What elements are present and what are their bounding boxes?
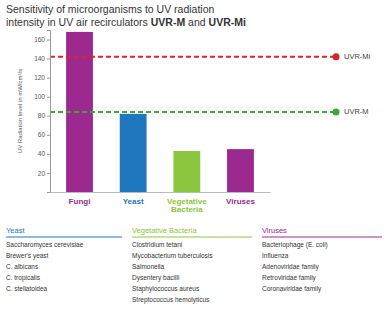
- y-tick-mark: [47, 154, 50, 155]
- x-tick-label: Viruses: [226, 197, 255, 206]
- y-tick: 80: [38, 112, 50, 119]
- y-tick-mark: [47, 135, 50, 136]
- reference-label: UVR-M: [344, 107, 369, 116]
- y-tick-mark: [47, 59, 50, 60]
- y-tick-mark: [47, 40, 50, 41]
- list-title: Vegetative Bacteria: [132, 226, 197, 235]
- bar: [227, 149, 254, 192]
- y-tick-label: 20: [38, 170, 46, 177]
- x-tick: Yeast: [123, 192, 144, 206]
- y-tick: 100: [34, 93, 50, 100]
- x-tick: Fungi: [69, 192, 91, 206]
- y-tick: 140: [34, 55, 50, 62]
- list-item: Bacteriophage (E. coli): [262, 241, 328, 249]
- x-axis-line: [51, 192, 271, 193]
- list-item: Salmonella: [132, 263, 165, 270]
- list: Vegetative Bacteria Clostridium tetani Myc…: [132, 226, 252, 304]
- list-item: Saccharomyces cerevisiae: [6, 241, 84, 249]
- x-tick-label: VegetativeBacteria: [167, 197, 207, 215]
- title: intensity in UV air recirculators UVR-M …: [6, 16, 246, 28]
- list-rule: [132, 237, 252, 238]
- y-tick: 20: [38, 170, 50, 177]
- reference-marker: [333, 108, 340, 115]
- reference-line-group: [50, 53, 340, 115]
- list-item: C. albicans: [6, 263, 39, 270]
- lists: Yeast Saccharomyces cerevisiae Brewer's ye…: [6, 226, 382, 304]
- y-tick-label: 100: [34, 93, 45, 100]
- title: Sensitivity of microorganisms to UV radi…: [6, 3, 215, 15]
- y-tick: 160: [34, 36, 50, 43]
- list: Viruses Bacteriophage (E. coli) Influenza A…: [262, 226, 382, 293]
- y-tick-label: 40: [38, 150, 46, 157]
- reference-line: [50, 111, 335, 113]
- y-tick: 60: [38, 131, 50, 138]
- reference-label: UVR-Mi: [344, 52, 371, 61]
- list-rule: [6, 237, 122, 238]
- title-group: Sensitivity of microorganisms to UV radi…: [6, 3, 246, 28]
- chart: Sensitivity of microorganisms to UV radi…: [0, 0, 389, 323]
- list-item: Influenza: [262, 252, 289, 259]
- y-axis-title: UV Radiation level in mW/cm²/s: [17, 69, 23, 153]
- y-tick-label: 60: [38, 131, 46, 138]
- list-item: C. tropicalis: [6, 274, 41, 282]
- x-tick-label: Yeast: [123, 197, 144, 206]
- reference-line: [50, 56, 335, 58]
- list: Yeast Saccharomyces cerevisiae Brewer's ye…: [6, 226, 122, 292]
- list-item: Coronaviridae family: [262, 285, 322, 293]
- y-tick-mark: [47, 173, 50, 174]
- list-item: C. stellatoidea: [6, 285, 48, 292]
- list-item: Adenoviridae family: [262, 263, 319, 271]
- list-item: Dysentery bacilli: [132, 274, 179, 282]
- x-tick: VegetativeBacteria: [167, 192, 207, 214]
- list-item: Mycobacterium tuberculosis: [132, 252, 213, 260]
- list-item: Streptococcus hemolyticus: [132, 296, 210, 304]
- list-item: Retroviridae family: [262, 274, 317, 282]
- y-tick-mark: [47, 97, 50, 98]
- y-axis-line: [47, 31, 51, 193]
- y-tick: 40: [38, 150, 50, 157]
- x-tick-label: Fungi: [69, 197, 91, 206]
- list-title: Viruses: [262, 226, 287, 235]
- x-axis: Fungi Yeast VegetativeBacteria Viruses: [51, 192, 271, 214]
- y-tick-label: 120: [34, 74, 45, 81]
- list-title: Yeast: [6, 226, 25, 235]
- reference-marker: [333, 53, 340, 60]
- list-rule: [262, 237, 382, 238]
- y-axis: 20 40 60 80 100 120 140 160: [34, 31, 50, 193]
- list-item: Clostridium tetani: [132, 241, 182, 248]
- bar: [173, 151, 200, 192]
- list-item: Staphylococcus aureus: [132, 285, 200, 293]
- y-tick-label: 80: [38, 112, 46, 119]
- y-tick-label: 160: [34, 36, 45, 43]
- x-tick: Viruses: [226, 192, 255, 206]
- reference-lines: UVR-Mi UVR-M: [50, 52, 371, 116]
- y-tick-label: 140: [34, 55, 45, 62]
- bar: [120, 114, 147, 192]
- y-tick-mark: [47, 116, 50, 117]
- list-item: Brewer's yeast: [6, 252, 49, 260]
- y-tick: 120: [34, 74, 50, 81]
- y-tick-mark: [47, 78, 50, 79]
